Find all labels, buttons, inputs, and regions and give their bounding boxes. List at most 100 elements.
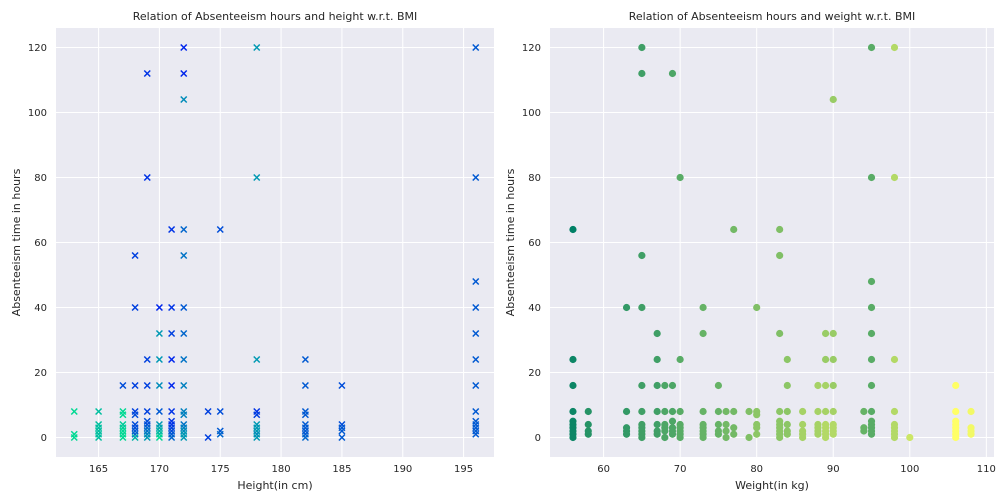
data-point [668,417,677,425]
y-tick-label: 60 [34,238,47,249]
data-point [638,251,646,260]
data-point [131,411,139,419]
data-point [638,303,646,312]
data-point [180,355,188,364]
grid [56,28,494,457]
y-tick-label: 100 [522,108,541,119]
data-point [776,225,784,234]
data-point [155,303,163,312]
data-point [338,381,346,390]
data-point [799,407,807,416]
data-point [155,433,163,442]
data-point [638,407,646,416]
data-point [890,173,899,182]
data-point [622,430,631,438]
data-point [661,427,669,435]
x-tick-label: 170 [150,464,169,475]
data-point [661,433,669,442]
data-point [569,407,577,416]
data-point [653,355,661,364]
data-point [216,407,224,416]
data-point [776,433,784,442]
data-point [821,329,830,338]
data-point [131,433,139,442]
data-point [730,430,738,438]
data-point [699,329,707,338]
y-tick-label: 120 [28,43,47,54]
data-point [829,407,837,416]
data-point [472,407,480,416]
y-tick-label: 40 [528,303,541,314]
data-point [131,251,139,260]
x-axis-label: Weight(in kg) [735,479,809,492]
data-point [753,430,761,438]
data-point [472,430,480,438]
data-point [472,355,480,364]
data-point [253,433,261,442]
data-point [814,430,822,438]
data-point [676,407,684,416]
data-point [143,69,151,78]
data-point [119,411,127,419]
x-tick-label: 110 [977,464,996,475]
data-point [472,277,480,286]
x-tick-label: 185 [332,464,351,475]
data-point [472,381,480,390]
data-point [180,411,188,419]
data-point [867,329,876,338]
data-point [155,407,163,416]
data-point [180,303,188,312]
data-point [952,407,960,416]
data-point [753,303,761,312]
data-point [70,407,78,416]
data-point [131,303,139,312]
data-point [143,433,151,442]
data-points [569,43,975,442]
data-point [569,381,577,390]
data-point [70,433,78,442]
y-tick-label: 20 [34,368,47,379]
data-point [653,329,661,338]
data-point [622,303,631,312]
data-point [867,355,876,364]
data-point [472,329,480,338]
data-point [783,355,791,364]
data-point [569,355,577,364]
data-point [569,225,577,234]
data-point [890,433,899,442]
data-point [253,173,261,182]
x-tick-label: 90 [827,464,840,475]
chart-title: Relation of Absenteeism hours and height… [133,10,417,23]
y-axis-label: Absenteeism time in hours [10,168,23,316]
data-points [70,43,480,442]
data-point [622,407,631,416]
grid [550,28,994,457]
data-point [722,407,730,416]
y-tick-label: 80 [528,173,541,184]
data-point [714,381,723,390]
data-point [867,303,876,312]
data-point [301,411,309,419]
data-point [653,407,661,416]
data-point [204,433,212,442]
data-point [653,381,661,390]
x-tick-label: 195 [454,464,473,475]
data-point [638,381,646,390]
data-point [821,355,830,364]
data-point [890,355,899,364]
data-point [967,407,975,416]
data-point [661,381,669,390]
data-point [829,430,837,438]
data-point [584,430,592,438]
data-point [338,433,346,442]
data-point [143,173,151,182]
data-point [569,433,577,442]
data-point [168,381,176,390]
data-point [714,407,723,416]
data-point [783,420,791,429]
y-tick-label: 100 [28,108,47,119]
y-tick-label: 60 [528,238,541,249]
data-point [821,381,830,390]
y-axis-label: Absenteeism time in hours [504,168,517,316]
